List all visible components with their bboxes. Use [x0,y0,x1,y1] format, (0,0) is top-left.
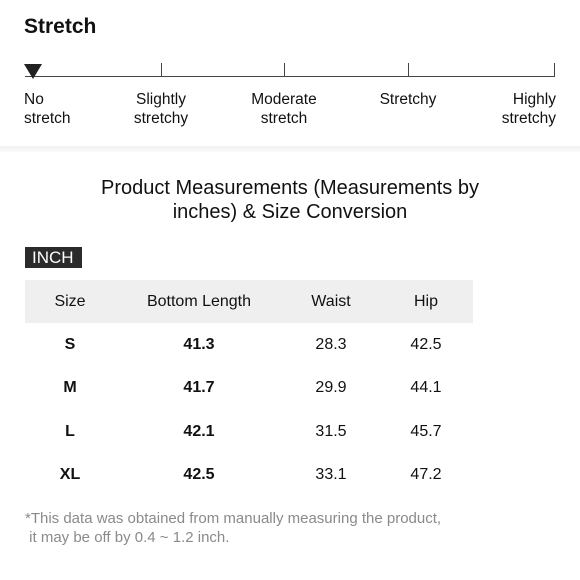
stretch-level-stretchy: Stretchy [358,90,458,109]
cell-hip: 42.5 [410,335,442,353]
cell-bottom-length: 41.7 [183,379,215,397]
scale-tick [284,63,285,76]
stretch-level-highly-stretchy: Highly stretchy [456,90,556,128]
stretch-level-line: stretchy [133,110,189,127]
table-row: S 41.3 28.3 42.5 [25,323,473,367]
note-line: it may be off by 0.4 ~ 1.2 inch. [25,529,230,546]
table-row: XL 42.5 33.1 47.2 [25,454,473,498]
scale-tick [161,63,162,76]
cell-bottom-length: 42.1 [183,422,215,440]
stretch-title: Stretch [24,15,97,38]
cell-hip: 44.1 [410,379,442,397]
stretch-level-moderate-stretch: Moderate stretch [234,90,334,128]
note-line: *This data was obtained from manually me… [25,510,442,527]
cell-waist: 31.5 [315,422,347,440]
stretch-level-line: stretchy [501,110,556,127]
stretch-level-slightly-stretchy: Slightly stretchy [111,90,211,128]
unit-badge: INCH [25,247,82,268]
stretch-indicator-icon [24,64,42,79]
cell-size: M [63,379,77,397]
stretch-level-line: Moderate [251,91,317,108]
header-bottom-length: Bottom Length [115,280,283,323]
stretch-level-line: stretch [24,110,71,127]
header-size: Size [25,280,115,323]
cell-hip: 47.2 [410,466,442,484]
table-header-row: Size Bottom Length Waist Hip [25,280,473,323]
stretch-level-line: Slightly [136,91,186,108]
cell-bottom-length: 41.3 [183,335,215,353]
cell-size: L [65,422,75,440]
measurements-heading: Product Measurements (Measurements by in… [60,176,520,224]
cell-waist: 33.1 [315,466,347,484]
stretch-scale-line [25,76,555,77]
cell-size: S [64,335,76,353]
stretch-level-no-stretch: No stretch [24,90,71,128]
cell-waist: 29.9 [315,379,347,397]
stretch-level-line: Highly [512,91,556,108]
header-waist: Waist [283,280,379,323]
stretch-level-line: No [24,91,44,108]
cell-waist: 28.3 [315,335,347,353]
cell-hip: 45.7 [410,422,442,440]
section-divider [0,146,580,152]
heading-line: inches) & Size Conversion [172,201,408,223]
cell-size: XL [59,466,81,484]
stretch-level-line: Stretchy [379,91,437,108]
cell-bottom-length: 42.5 [183,466,215,484]
size-table: Size Bottom Length Waist Hip S 41.3 28.3… [25,280,473,497]
table-row: M 41.7 29.9 44.1 [25,367,473,411]
heading-line: Product Measurements (Measurements by [101,177,479,199]
scale-tick [408,63,409,76]
scale-tick [554,63,555,76]
measurement-note: *This data was obtained from manually me… [25,509,441,547]
table-row: L 42.1 31.5 45.7 [25,410,473,454]
stretch-level-line: stretch [260,110,308,127]
header-hip: Hip [379,280,473,323]
